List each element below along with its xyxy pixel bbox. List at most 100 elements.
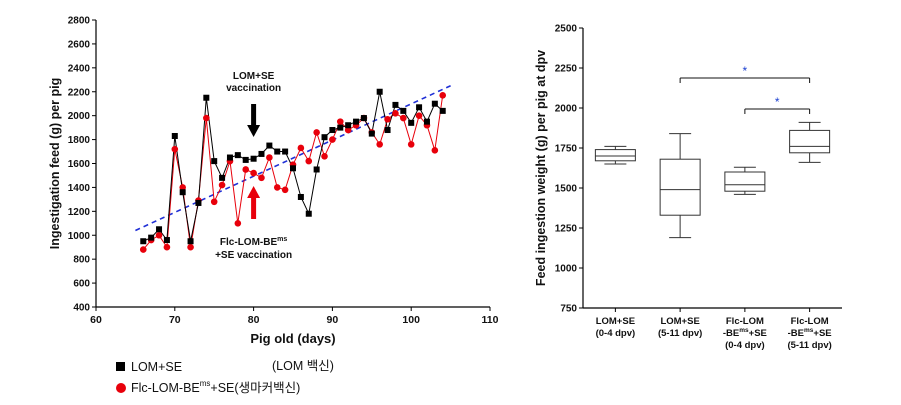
data-point-circle — [297, 144, 305, 152]
data-point-circle — [250, 169, 257, 177]
data-point-square — [179, 189, 186, 196]
data-point-square — [297, 193, 304, 200]
y-axis-title: Feed ingestion weight (g) per pig at dpv — [534, 50, 548, 286]
y-tick-label: 750 — [560, 304, 577, 315]
data-point-square — [226, 154, 233, 161]
y-tick-label: 2000 — [68, 111, 91, 122]
annotation-flc-lom-line2: +SE vaccination — [215, 250, 292, 261]
x-tick-label: 60 — [90, 314, 102, 326]
y-tick-label: 1000 — [68, 231, 91, 242]
y-tick-label: 2250 — [555, 64, 578, 75]
data-point-circle — [329, 136, 336, 143]
legend-square-marker — [116, 362, 125, 372]
data-point-circle — [234, 219, 242, 227]
legend-note: (생마커백신) — [234, 380, 301, 395]
y-tick-label: 400 — [73, 303, 90, 314]
y-axis-title: Ingestigation feed (g) per pig — [48, 78, 62, 250]
data-point-square — [274, 148, 281, 155]
data-point-square — [345, 122, 352, 129]
y-tick-label: 2000 — [555, 104, 578, 115]
data-point-square — [408, 119, 415, 126]
data-point-square — [313, 166, 320, 173]
legend-label-superscript: ms — [199, 379, 211, 388]
legend-label-suffix: +SE — [210, 380, 235, 395]
legend-note: (LOM 백신) — [272, 359, 334, 373]
data-point-circle — [281, 186, 289, 194]
category-label-part: -BE — [723, 328, 739, 339]
data-point-square — [234, 152, 241, 159]
data-point-square — [156, 226, 163, 233]
annotation-text: Flc-LOM-BE — [220, 237, 278, 248]
data-point-circle — [218, 181, 226, 189]
data-point-circle — [187, 243, 194, 251]
category-label-line1: LOM+SE — [660, 316, 699, 327]
x-tick-label: 100 — [402, 314, 420, 326]
data-point-circle — [179, 184, 186, 191]
data-point-square — [148, 234, 155, 241]
x-tick-label: 80 — [248, 314, 260, 326]
y-tick-label: 600 — [73, 279, 90, 290]
data-point-square — [392, 101, 399, 108]
data-point-square — [171, 132, 178, 139]
data-point-square — [219, 174, 226, 181]
data-point-square — [282, 148, 289, 155]
data-point-circle — [203, 114, 210, 122]
data-point-circle — [155, 231, 163, 239]
legend-item-flc-lom: Flc-LOM-BEms+SE(생마커백신) — [116, 375, 300, 395]
category-label-line2: -BEms+SE — [788, 327, 832, 339]
x-axis-title: Pig old (days) — [250, 331, 335, 346]
data-point-circle — [439, 92, 447, 99]
data-point-square — [242, 156, 249, 163]
y-tick-label: 1750 — [555, 144, 578, 155]
data-point-circle — [407, 141, 415, 148]
data-point-circle — [163, 243, 171, 251]
data-point-circle — [139, 246, 147, 253]
data-point-square — [321, 134, 328, 141]
category-label-line3: (5-11 dpv) — [787, 340, 831, 351]
data-point-square — [416, 104, 423, 111]
data-point-circle — [431, 147, 439, 154]
data-point-square — [163, 237, 170, 244]
x-tick-label: 110 — [482, 314, 499, 326]
y-tick-label: 1800 — [68, 135, 91, 146]
legend-label-prefix: Flc-LOM-BE — [131, 380, 200, 395]
y-tick-label: 1200 — [68, 207, 91, 218]
legend-item-lom-se: LOM+SE (LOM 백신) — [116, 357, 334, 375]
data-point-circle — [376, 141, 383, 148]
y-tick-label: 2400 — [68, 63, 91, 74]
data-point-square — [290, 165, 296, 172]
black-arrow-icon — [247, 104, 261, 137]
significance-star: * — [775, 95, 780, 109]
data-point-square — [266, 142, 273, 149]
data-point-square — [187, 238, 194, 245]
box-iqr — [789, 129, 831, 154]
data-point-square — [360, 115, 367, 122]
legend-circle-marker — [116, 382, 126, 393]
data-point-square — [431, 100, 438, 107]
data-point-square — [140, 238, 147, 245]
y-tick-label: 1500 — [555, 184, 578, 195]
category-label-line2: (0-4 dpv) — [596, 328, 636, 339]
box-iqr — [659, 158, 701, 216]
y-tick-label: 2600 — [68, 39, 91, 50]
data-point-circle — [400, 114, 407, 122]
trend-line — [135, 85, 451, 232]
category-label-superscript: ms — [739, 327, 749, 334]
y-tick-label: 2500 — [555, 24, 578, 35]
significance-star: * — [743, 64, 748, 78]
data-point-square — [400, 107, 407, 114]
annotation-flc-lom-line1: Flc-LOM-BEms — [220, 236, 287, 248]
y-tick-label: 1400 — [68, 183, 91, 194]
data-point-circle — [384, 115, 391, 123]
data-point-circle — [321, 153, 328, 160]
data-point-circle — [171, 145, 179, 153]
category-label-line3: (0-4 dpv) — [725, 340, 765, 351]
annotation-superscript: ms — [277, 236, 287, 243]
data-point-square — [368, 130, 375, 137]
data-point-circle — [305, 157, 313, 165]
data-point-square — [250, 155, 257, 162]
annotation-lom-se-line2: vaccination — [226, 83, 281, 94]
data-point-square — [337, 124, 344, 131]
category-label-line1: LOM+SE — [596, 316, 635, 327]
